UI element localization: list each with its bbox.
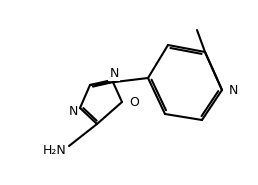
Text: H₂N: H₂N xyxy=(43,144,67,157)
Text: O: O xyxy=(129,95,139,108)
Text: N: N xyxy=(68,105,78,117)
Text: N: N xyxy=(229,83,238,97)
Text: N: N xyxy=(109,66,119,80)
